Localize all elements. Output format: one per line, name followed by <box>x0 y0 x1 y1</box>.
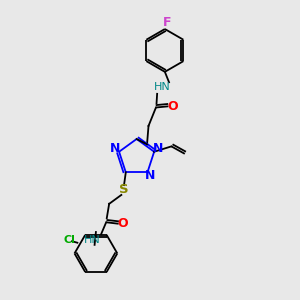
Text: O: O <box>167 100 178 113</box>
Text: HN: HN <box>154 82 171 92</box>
Text: N: N <box>152 142 163 155</box>
Text: N: N <box>145 169 156 182</box>
Text: HN: HN <box>84 235 100 244</box>
Text: S: S <box>118 183 128 196</box>
Text: N: N <box>110 142 121 155</box>
Text: F: F <box>163 16 171 29</box>
Text: O: O <box>118 217 128 230</box>
Text: Cl: Cl <box>63 236 75 245</box>
